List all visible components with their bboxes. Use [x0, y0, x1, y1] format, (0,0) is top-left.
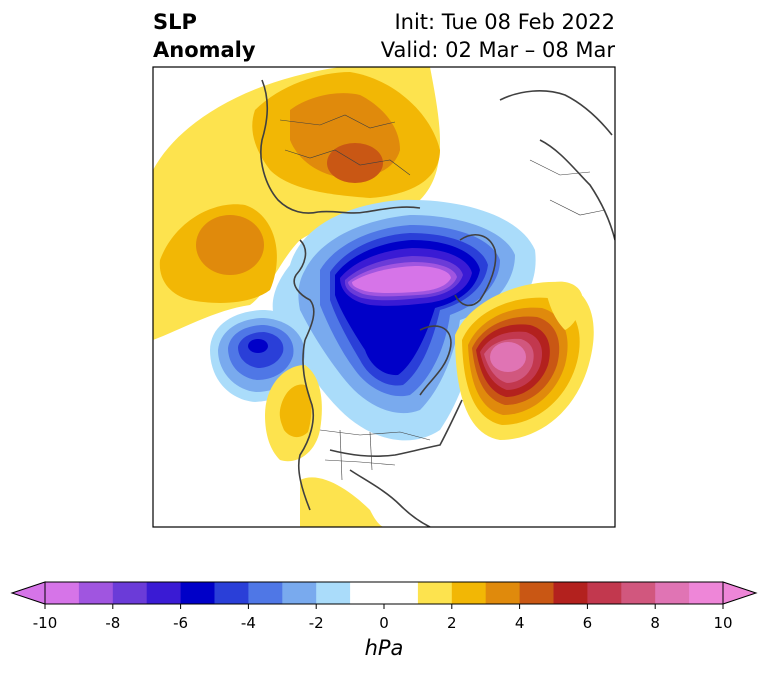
coastlines [260, 79, 615, 527]
colorbar-tick-label: 0 [379, 614, 389, 632]
map-title-right: Init: Tue 08 Feb 2022 Valid: 02 Mar – 08… [381, 8, 615, 64]
colorbar-segment [316, 582, 351, 604]
colorbar-segment [519, 582, 554, 604]
colorbar-segment [417, 582, 453, 604]
colorbar-max-extension [722, 581, 758, 605]
colorbar-segment [587, 582, 622, 604]
colorbar-tick-label: -6 [173, 614, 189, 632]
valid-range: Valid: 02 Mar – 08 Mar [380, 38, 615, 62]
colorbar-tick-label: 4 [514, 614, 525, 632]
colorbar-segment [384, 582, 419, 604]
colorbar-tick-label: 8 [650, 614, 660, 632]
title-type: Anomaly [153, 38, 256, 62]
colorbar-tick-label: -10 [32, 614, 58, 632]
colorbar-segment [621, 582, 656, 604]
negative-anomaly-arctic [272, 199, 536, 441]
colorbar-tick-label: -2 [308, 614, 324, 632]
colorbar [10, 581, 758, 609]
colorbar-min-extension [10, 581, 46, 605]
map-frame [152, 66, 616, 528]
init-date: Init: Tue 08 Feb 2022 [394, 10, 615, 34]
colorbar-unit: hPa [364, 636, 404, 660]
colorbar-segment [248, 582, 283, 604]
anomaly-map [152, 66, 616, 528]
title-variable: SLP [153, 10, 197, 34]
colorbar-segment [689, 582, 724, 604]
colorbar-segment [350, 582, 385, 604]
colorbar-tick-label: -4 [240, 614, 256, 632]
positive-anomaly-pacific [153, 67, 440, 340]
colorbar-segment [553, 582, 588, 604]
colorbar-tick-label: 6 [582, 614, 593, 632]
map-title-left: SLP Anomaly [153, 8, 256, 64]
colorbar-segment [45, 582, 80, 604]
colorbar-segment [214, 582, 249, 604]
colorbar-tick-label: 2 [447, 614, 457, 632]
colorbar-segment [282, 582, 317, 604]
colorbar-tick-label: -8 [105, 614, 121, 632]
colorbar-segment [451, 582, 487, 604]
colorbar-segment [485, 582, 521, 604]
colorbar-segment [180, 582, 215, 604]
colorbar-segment [78, 582, 114, 604]
colorbar-segment [146, 582, 182, 604]
positive-anomaly-atlantic [455, 281, 594, 440]
borders [279, 114, 606, 481]
colorbar-tick-label: 10 [713, 614, 733, 632]
colorbar-segment [655, 582, 690, 604]
colorbar-segment [112, 582, 148, 604]
